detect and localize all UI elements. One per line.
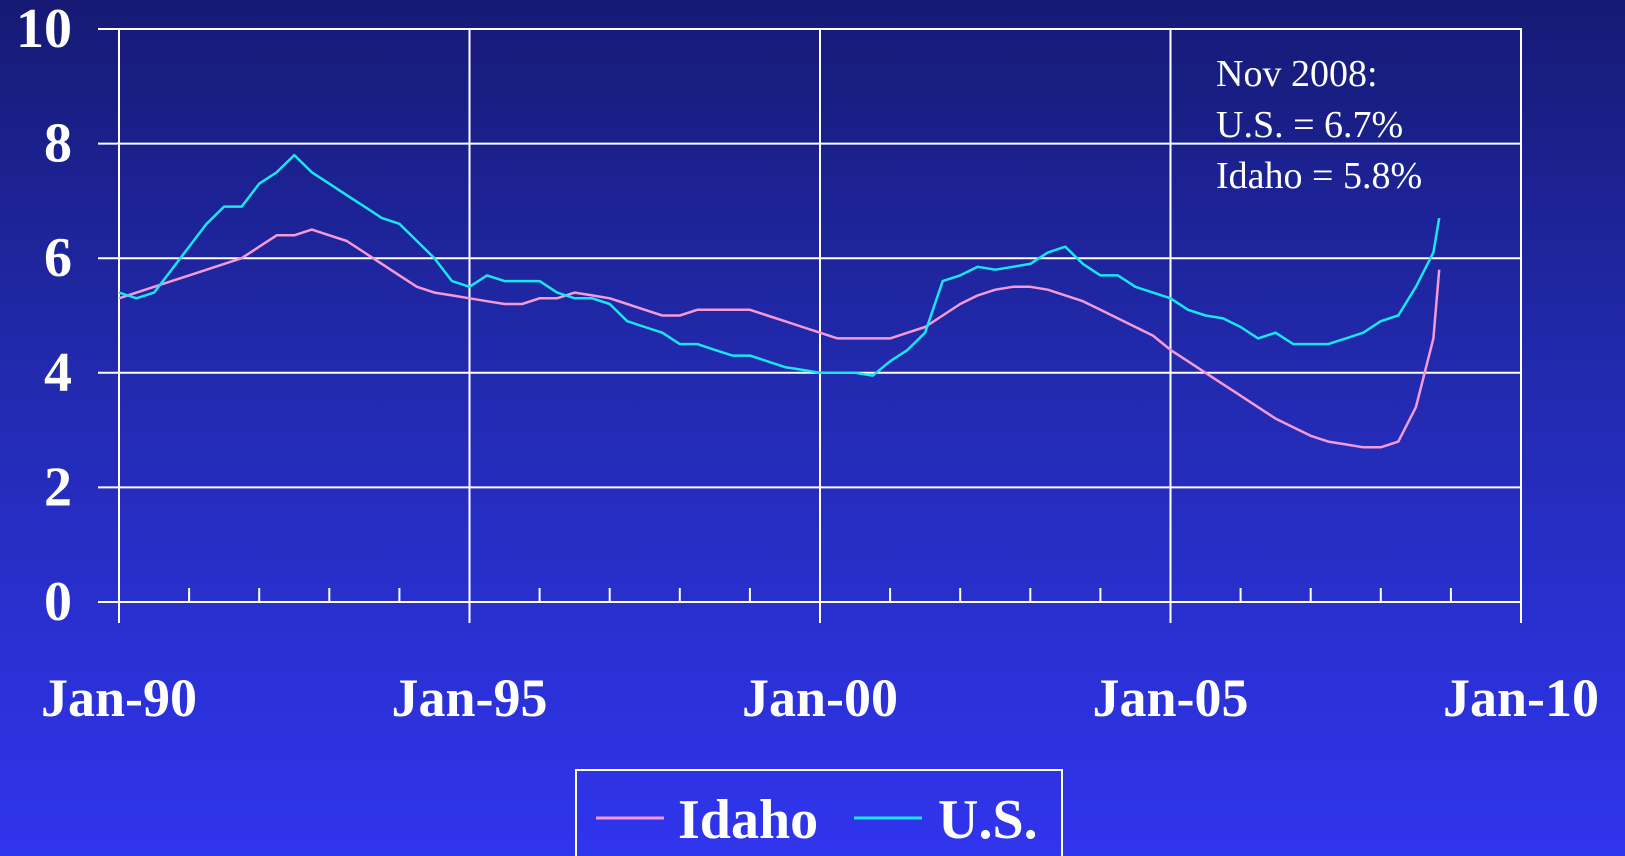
legend-label-us: U.S. [938,789,1038,851]
legend: Idaho U.S. [575,769,1063,856]
grid [98,28,1522,623]
series-line-idaho [118,228,1441,449]
x-axis-ticks: Jan-90 Jan-95 Jan-00 Jan-05 Jan-10 [41,668,1599,728]
annotation-line-2: U.S. = 6.7% [1216,104,1403,146]
x-tick-label: Jan-05 [1092,668,1248,728]
y-tick-label: 6 [44,227,72,289]
annotation: Nov 2008: U.S. = 6.7% Idaho = 5.8% [1216,53,1422,197]
y-axis-ticks: 0 2 4 6 8 10 [16,0,72,633]
x-tick-label: Jan-90 [41,668,197,728]
legend-box [575,769,1063,856]
annotation-line-3: Idaho = 5.8% [1216,155,1422,197]
series-line-u-s [118,153,1441,377]
y-tick-label: 4 [44,342,72,404]
y-tick-label: 0 [44,571,72,633]
x-tick-label: Jan-00 [742,668,898,728]
series-lines [118,153,1441,449]
y-tick-label: 8 [44,113,72,175]
y-tick-label: 10 [16,0,72,60]
legend-label-idaho: Idaho [678,789,818,851]
x-tick-label: Jan-95 [391,668,547,728]
x-tick-label: Jan-10 [1443,668,1599,728]
y-tick-label: 2 [44,456,72,518]
annotation-line-1: Nov 2008: [1216,53,1378,95]
